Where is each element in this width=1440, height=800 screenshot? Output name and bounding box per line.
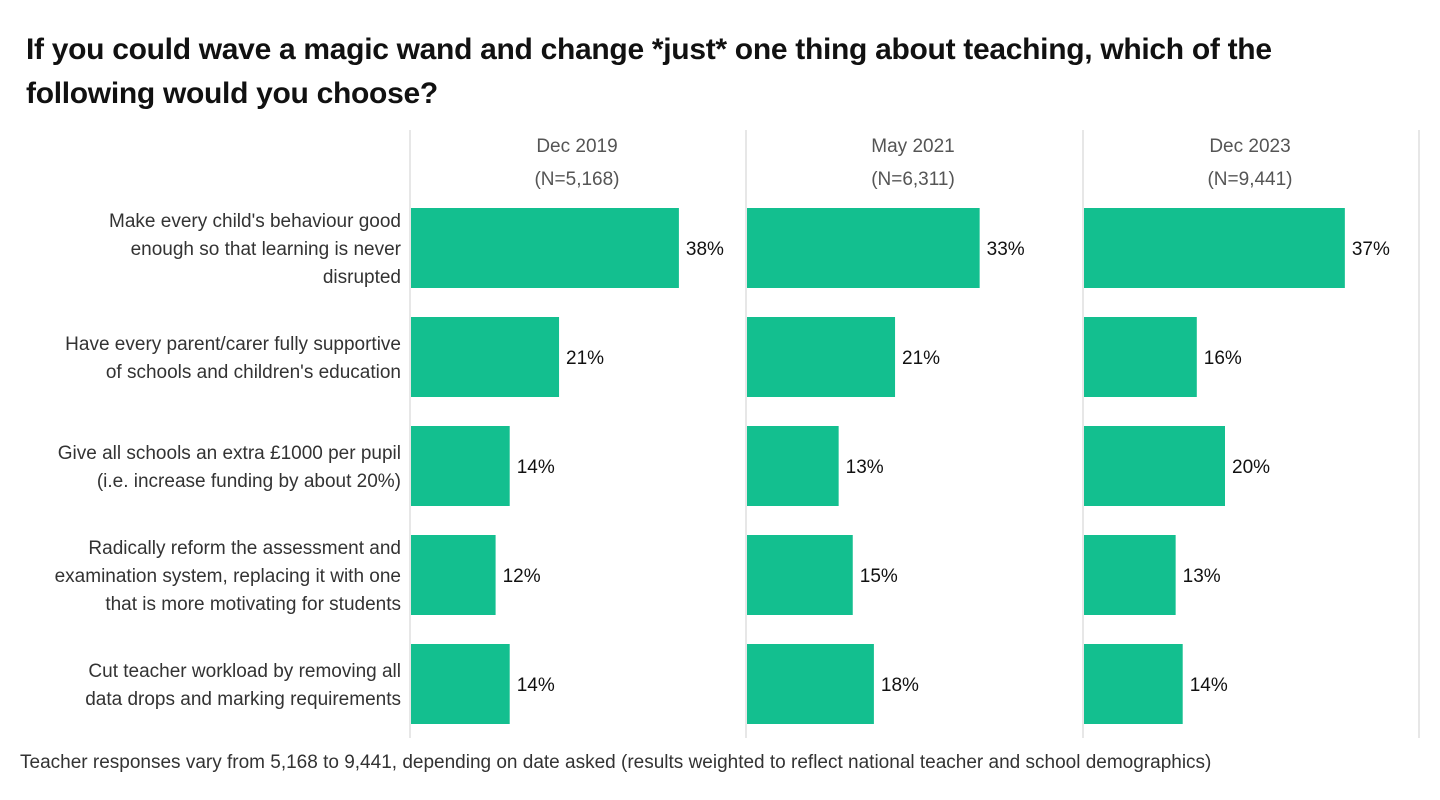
- category-label: Radically reform the assessment and: [88, 538, 401, 559]
- panel-header-n: (N=6,311): [871, 169, 955, 190]
- category-label: of schools and children's education: [106, 362, 401, 383]
- bar: [1084, 426, 1225, 506]
- bar: [747, 208, 980, 288]
- panel-header-n: (N=9,441): [1207, 169, 1292, 190]
- bar: [747, 317, 896, 397]
- category-label: Give all schools an extra £1000 per pupi…: [58, 443, 401, 464]
- bar: [1084, 644, 1183, 724]
- bar: [411, 426, 510, 506]
- panel-header-date: Dec 2023: [1209, 136, 1290, 157]
- data-label: 37%: [1352, 239, 1390, 260]
- bar: [747, 426, 839, 506]
- data-label: 14%: [1190, 675, 1228, 696]
- data-label: 21%: [902, 348, 940, 369]
- data-label: 18%: [881, 675, 919, 696]
- bar: [1084, 208, 1345, 288]
- bar: [1084, 535, 1176, 615]
- data-label: 12%: [503, 566, 541, 587]
- bar: [411, 644, 510, 724]
- category-label: Make every child's behaviour good: [109, 211, 401, 232]
- panel-header-date: Dec 2019: [536, 136, 617, 157]
- bar: [1084, 317, 1197, 397]
- category-label: (i.e. increase funding by about 20%): [97, 471, 401, 492]
- panel-header-date: May 2021: [871, 136, 954, 157]
- category-label: Cut teacher workload by removing all: [88, 661, 401, 682]
- data-label: 13%: [846, 457, 884, 478]
- category-label: that is more motivating for students: [105, 594, 401, 615]
- panel-header-n: (N=5,168): [534, 169, 619, 190]
- bar: [411, 208, 679, 288]
- category-label: disrupted: [323, 267, 401, 288]
- category-label: enough so that learning is never: [131, 239, 402, 260]
- data-label: 14%: [517, 457, 555, 478]
- data-label: 20%: [1232, 457, 1270, 478]
- data-label: 21%: [566, 348, 604, 369]
- data-label: 16%: [1204, 348, 1242, 369]
- data-label: 33%: [987, 239, 1025, 260]
- chart-title: If you could wave a magic wand and chang…: [26, 33, 1272, 110]
- data-label: 38%: [686, 239, 724, 260]
- bar: [411, 535, 496, 615]
- category-label: Have every parent/carer fully supportive: [65, 334, 401, 355]
- bar: [411, 317, 560, 397]
- data-label: 15%: [860, 566, 898, 587]
- data-label: 14%: [517, 675, 555, 696]
- category-label: examination system, replacing it with on…: [55, 566, 401, 587]
- bar: [747, 644, 874, 724]
- footnote: Teacher responses vary from 5,168 to 9,4…: [20, 752, 1212, 773]
- data-label: 13%: [1183, 566, 1221, 587]
- category-label: data drops and marking requirements: [85, 689, 401, 710]
- bar: [747, 535, 853, 615]
